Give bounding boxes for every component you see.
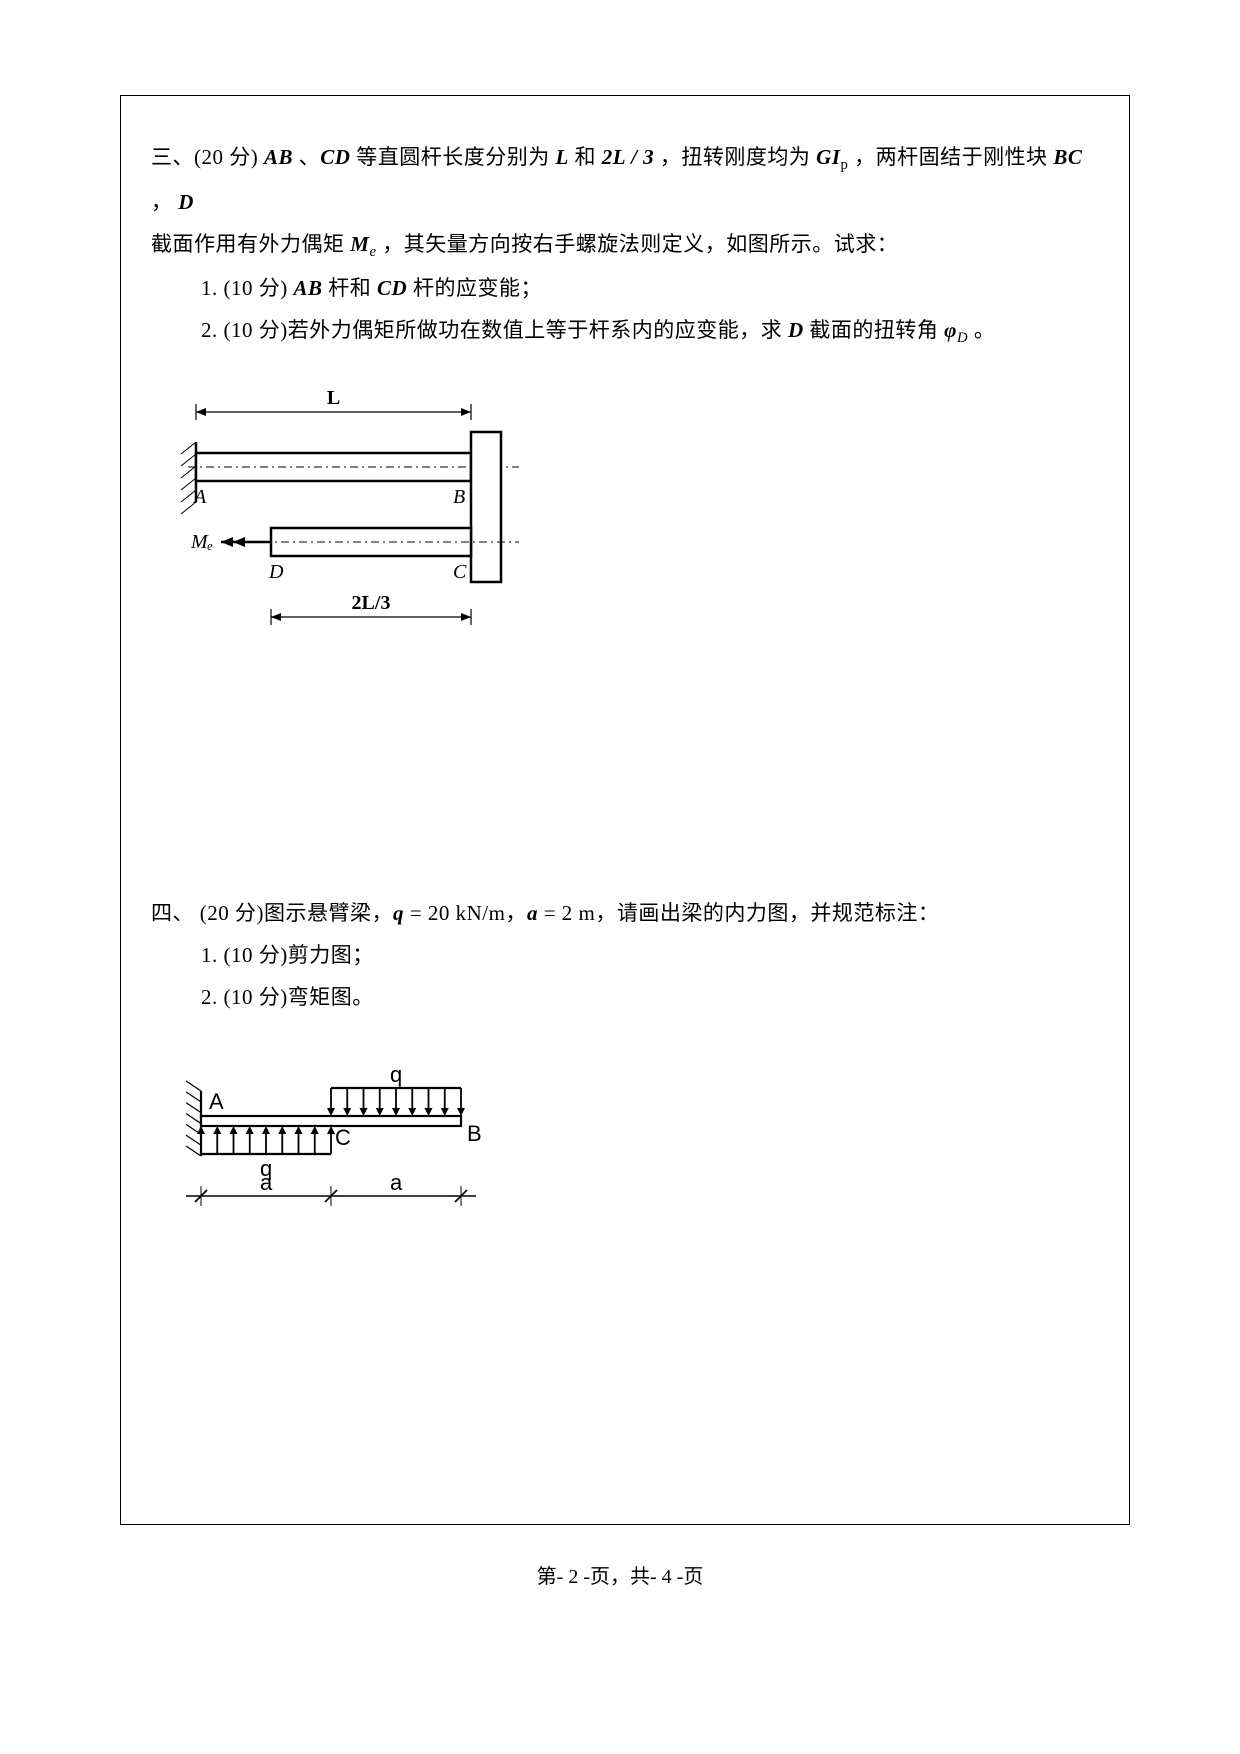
p4-qd: kN/m， [450, 901, 527, 925]
problem3-line2: 截面作用有外力偶矩 Me ，其矢量方向按右手螺旋法则定义，如图所示。试求： [151, 223, 1099, 268]
p4-prefix: 四、 (20 分)图示悬臂梁， [151, 901, 393, 925]
fig3-svg: L A B C D Mₑ 2L/3 [141, 362, 561, 672]
p3-t2c: ，其矢量方向按右手螺旋法则定义，如图所示。试求： [376, 232, 898, 256]
footer-suffix: -页 [672, 1566, 704, 1588]
p3-s2-phi-sub: D [957, 330, 968, 346]
problem4-figure: ACBqqaa [141, 1026, 1099, 1226]
p4-a: a [527, 901, 538, 925]
svg-text:A: A [209, 1089, 224, 1114]
p3-s1: 1. (10 分) [201, 276, 294, 300]
svg-text:B: B [467, 1121, 482, 1146]
p3-s2b: 截面的扭转角 [804, 318, 945, 342]
p3-BC: BC [1053, 145, 1082, 169]
p3-t1j: ，两杆固结于刚性块 [848, 145, 1053, 169]
p3-prefix: 三、(20 分) [151, 145, 264, 169]
footer-prefix: 第- [537, 1566, 569, 1588]
svg-text:Mₑ: Mₑ [190, 531, 213, 553]
p4-s2: 2. (10 分)弯矩图。 [201, 985, 374, 1009]
p3-s2d: 。 [968, 318, 995, 342]
svg-text:D: D [268, 561, 284, 583]
svg-text:C: C [335, 1125, 351, 1150]
svg-text:B: B [453, 486, 465, 508]
p3-t1h: ，扭转刚度均为 [654, 145, 816, 169]
p3-D: D [178, 190, 194, 214]
p3-Me: M [350, 232, 369, 256]
p3-t1b: 、 [293, 145, 320, 169]
footer-mid: -页，共- [578, 1566, 661, 1588]
p3-s1-AB: AB [294, 276, 323, 300]
p4-ab: = [538, 901, 562, 925]
p3-2L3: 2L / 3 [602, 145, 654, 169]
problem3-sub1: 1. (10 分) AB 杆和 CD 杆的应变能； [151, 267, 1099, 309]
p3-L: L [555, 145, 568, 169]
p3-CD: CD [320, 145, 350, 169]
svg-text:A: A [192, 486, 207, 508]
p3-s1d: 杆的应变能； [407, 276, 542, 300]
p3-t1f: 和 [569, 145, 602, 169]
problem3-sub2: 2. (10 分)若外力偶矩所做功在数值上等于杆系内的应变能，求 D 截面的扭转… [151, 309, 1099, 354]
svg-text:a: a [390, 1170, 403, 1195]
p3-t1d: 等直圆杆长度分别为 [350, 145, 555, 169]
p3-s1-CD: CD [377, 276, 407, 300]
problem4-line1: 四、 (20 分)图示悬臂梁，q = 20 kN/m，a = 2 m，请画出梁的… [151, 892, 1099, 934]
p3-s2-phi: φ [944, 318, 957, 342]
p4-ad: m，请画出梁的内力图，并规范标注： [573, 901, 940, 925]
problem3-line1: 三、(20 分) AB 、CD 等直圆杆长度分别为 L 和 2L / 3 ，扭转… [151, 136, 1099, 223]
p4-q: q [393, 901, 404, 925]
p4-ac: 2 [562, 901, 573, 925]
p3-t1l: ， [151, 190, 178, 214]
svg-text:L: L [327, 387, 340, 409]
svg-text:C: C [453, 561, 467, 583]
svg-text:a: a [260, 1170, 273, 1195]
p3-s2-D: D [788, 318, 804, 342]
p3-s1b: 杆和 [323, 276, 378, 300]
p3-AB: AB [264, 145, 293, 169]
svg-text:q: q [390, 1062, 402, 1087]
p3-t2a: 截面作用有外力偶矩 [151, 232, 350, 256]
footer-current: 2 [568, 1566, 578, 1588]
p4-qb: = [404, 901, 428, 925]
p4-qc: 20 [428, 901, 450, 925]
page-footer: 第- 2 -页，共- 4 -页 [0, 1560, 1240, 1589]
footer-total: 4 [662, 1566, 672, 1588]
p3-s2: 2. (10 分)若外力偶矩所做功在数值上等于杆系内的应变能，求 [201, 318, 788, 342]
svg-text:2L/3: 2L/3 [352, 592, 391, 614]
problem4-sub1: 1. (10 分)剪力图； [151, 934, 1099, 976]
spacer [151, 672, 1099, 892]
problem4-sub2: 2. (10 分)弯矩图。 [151, 976, 1099, 1018]
problem3-figure: L A B C D Mₑ 2L/3 [141, 362, 1099, 672]
fig4-svg: ACBqqaa [141, 1026, 521, 1226]
p3-GI: GI [816, 145, 840, 169]
p4-s1: 1. (10 分)剪力图； [201, 943, 374, 967]
page-content-frame: 三、(20 分) AB 、CD 等直圆杆长度分别为 L 和 2L / 3 ，扭转… [120, 95, 1130, 1525]
